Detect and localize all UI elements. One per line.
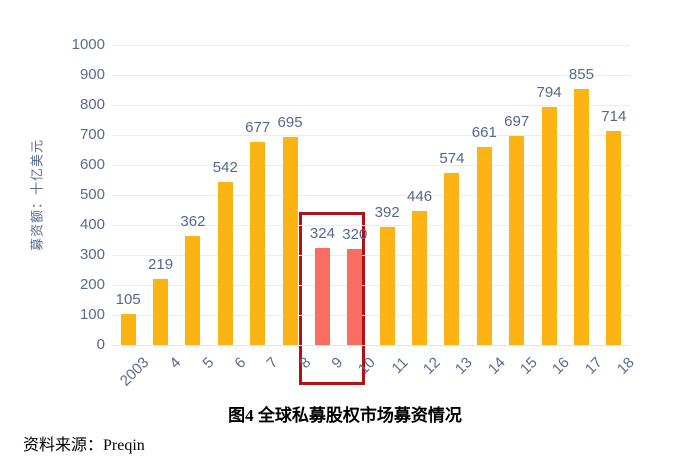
gridline [112, 285, 630, 286]
x-axis-tick-label: 13 [452, 354, 476, 378]
highlight-rectangle [299, 212, 365, 385]
x-axis-tick-label: 4 [166, 354, 185, 372]
bar-8 [282, 136, 298, 345]
bar-value-label: 105 [115, 290, 141, 308]
bar-12 [412, 211, 428, 345]
bar-value-label: 855 [568, 65, 594, 83]
gridline [112, 165, 630, 166]
bar-17 [573, 88, 589, 345]
source-note: 资料来源：Preqin [23, 437, 145, 454]
x-axis-tick-label: 18 [614, 354, 638, 378]
bar-value-label: 320 [342, 226, 368, 243]
bar-value-label: 362 [180, 213, 206, 231]
bar-15 [509, 135, 525, 345]
y-axis-tick-label: 100 [79, 306, 105, 323]
bar-value-label: 324 [309, 224, 335, 242]
gridline [112, 315, 630, 316]
y-axis-tick-label: 0 [96, 336, 105, 353]
x-axis-tick-label: 14 [484, 354, 509, 378]
chart-title: 图4 全球私募股权市场募资情况 [228, 406, 462, 425]
gridline [112, 105, 630, 106]
y-axis-tick-label: 500 [79, 186, 105, 203]
bar-value-label: 697 [504, 112, 530, 130]
y-axis-tick-label: 200 [79, 276, 105, 293]
gridline [112, 345, 630, 346]
x-axis-tick-label: 5 [199, 354, 217, 372]
x-axis-tick-label: 11 [388, 354, 412, 378]
bar-11 [379, 227, 395, 345]
bar-value-label: 714 [601, 107, 627, 125]
y-axis-tick-label: 300 [79, 246, 105, 263]
x-axis-tick-label: 17 [581, 354, 606, 378]
gridline [112, 195, 630, 196]
bar-value-label: 392 [374, 204, 400, 222]
y-axis-tick-label: 800 [79, 96, 105, 113]
bar-2003 [120, 313, 136, 345]
bar-13 [444, 172, 460, 345]
bar-value-label: 574 [439, 149, 465, 167]
x-axis-tick-label: 7 [263, 354, 282, 372]
y-axis-tick-label: 700 [79, 126, 105, 143]
bar-value-label: 219 [148, 256, 174, 274]
y-axis-tick-label: 400 [79, 216, 105, 233]
gridline [112, 75, 630, 76]
y-axis-tick-label: 600 [79, 156, 105, 173]
bar-16 [541, 106, 557, 345]
bar-18 [606, 130, 622, 345]
gridline [112, 255, 630, 256]
bar-6 [217, 182, 233, 345]
bar-10 [347, 249, 363, 345]
gridline [112, 135, 630, 136]
bar-chart: 募资额：十亿美元 0 100 200 300 400 500 600 700 800 900 100… [30, 36, 638, 390]
bar-value-label: 695 [277, 113, 303, 131]
bar-value-label: 542 [212, 159, 238, 177]
bar-7 [250, 141, 266, 345]
bar-5 [185, 236, 201, 345]
gridline [112, 45, 630, 46]
bar-value-label: 677 [245, 118, 271, 136]
bar-4 [153, 279, 169, 345]
x-axis-tick-label: 15 [516, 354, 541, 378]
bar-9 [314, 247, 330, 345]
bar-value-label: 446 [407, 188, 433, 206]
y-axis-tick-label: 900 [79, 66, 105, 83]
x-axis-tick-label: 16 [549, 354, 574, 378]
y-axis-tick-label: 1000 [71, 36, 105, 53]
x-axis-tick-label: 2003 [116, 354, 153, 390]
bar-value-label: 661 [471, 123, 497, 141]
x-axis-tick-label: 6 [231, 354, 250, 372]
bar-14 [476, 146, 492, 345]
bar-value-label: 794 [536, 83, 562, 101]
gridline [112, 225, 630, 226]
x-axis-tick-label: 12 [419, 354, 444, 378]
